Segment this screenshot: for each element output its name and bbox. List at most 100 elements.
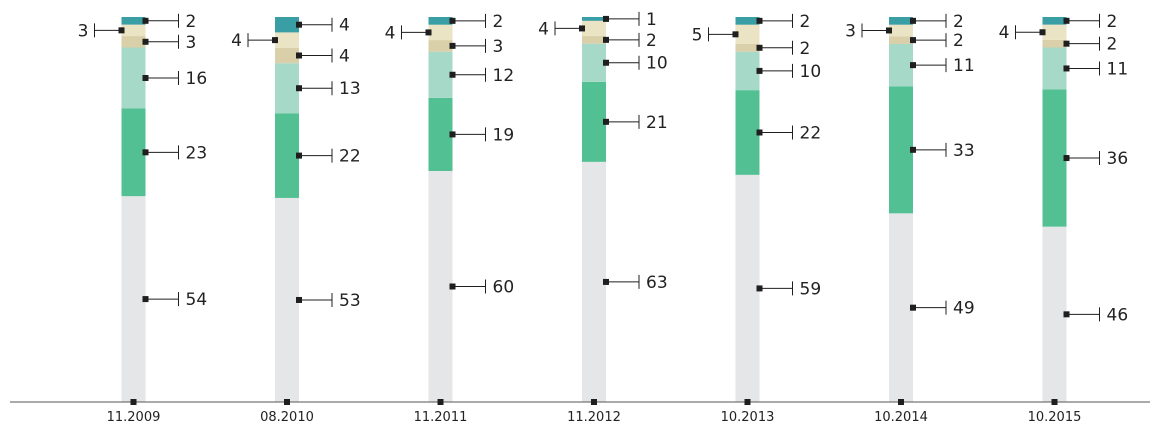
- axis-marker: [898, 399, 904, 405]
- bar-segment: [121, 24, 146, 37]
- bars-layer: [121, 17, 1067, 402]
- bar-segment: [735, 24, 760, 44]
- bar-segment: [735, 51, 760, 91]
- axis-marker: [1051, 399, 1058, 405]
- value-label: 2: [646, 31, 657, 51]
- x-tick-label: 11.2012: [567, 410, 621, 425]
- data-label: 10: [756, 62, 822, 82]
- bar-segment: [275, 32, 299, 48]
- axis-marker: [591, 399, 597, 405]
- data-label: 3: [449, 37, 504, 57]
- value-label: 11: [1107, 59, 1129, 79]
- value-label: 13: [339, 79, 361, 99]
- data-label: 4: [999, 23, 1046, 43]
- bar-segment: [121, 17, 146, 25]
- bar-segment: [582, 161, 606, 402]
- bar-segment: [275, 197, 299, 402]
- bar-segment: [582, 36, 606, 44]
- data-label: 49: [910, 299, 975, 319]
- data-label: 22: [756, 124, 822, 144]
- value-label: 2: [1107, 35, 1118, 55]
- data-label: 4: [385, 23, 432, 43]
- bar-segment: [428, 51, 453, 98]
- value-label: 2: [186, 12, 197, 32]
- data-label: 2: [910, 31, 964, 51]
- data-label: 1: [603, 10, 657, 30]
- value-label: 54: [186, 290, 208, 310]
- value-label: 4: [999, 23, 1010, 43]
- bar-segment: [428, 24, 453, 41]
- value-label: 59: [800, 279, 822, 299]
- bar-segment: [1042, 39, 1067, 48]
- value-label: 23: [186, 143, 208, 163]
- value-label: 36: [1107, 149, 1129, 169]
- data-label: 46: [1063, 305, 1129, 325]
- data-label: 63: [603, 273, 668, 293]
- value-label: 3: [493, 37, 504, 57]
- value-label: 2: [800, 12, 811, 32]
- data-label: 53: [296, 291, 361, 311]
- value-label: 10: [800, 62, 822, 82]
- value-label: 33: [953, 141, 975, 161]
- value-label: 63: [646, 273, 668, 293]
- data-label: 2: [449, 12, 503, 32]
- data-label: 59: [756, 279, 822, 299]
- data-label: 2: [756, 12, 811, 32]
- data-label: 10: [603, 54, 668, 74]
- value-label: 60: [493, 278, 515, 298]
- value-label: 12: [493, 66, 515, 86]
- bar-segment: [275, 63, 299, 114]
- axis-marker: [130, 399, 137, 405]
- data-label: 3: [142, 33, 197, 53]
- data-label: 3: [845, 21, 892, 41]
- x-tick-label: 11.2011: [414, 410, 468, 425]
- bar-segment: [889, 86, 913, 214]
- data-label: 2: [1063, 35, 1118, 55]
- x-tick-label: 10.2014: [874, 410, 928, 425]
- value-label: 3: [186, 33, 197, 53]
- value-label: 4: [339, 47, 350, 67]
- bar-segment: [275, 17, 299, 33]
- axis-marker: [744, 399, 751, 405]
- bar-segment: [275, 47, 299, 64]
- value-label: 3: [78, 21, 89, 41]
- bar-segment: [735, 90, 760, 175]
- data-label: 3: [78, 21, 125, 41]
- bar-segment: [889, 43, 913, 87]
- data-label: 33: [910, 141, 975, 161]
- data-label: 5: [692, 25, 739, 45]
- bar-segment: [582, 43, 606, 82]
- bar-segment: [1042, 89, 1067, 227]
- bar-segment: [428, 97, 453, 171]
- value-label: 22: [800, 124, 822, 144]
- x-tick-label: 10.2013: [721, 410, 775, 425]
- bar-segment: [582, 17, 606, 21]
- data-label: 2: [142, 12, 197, 32]
- bar-segment: [889, 24, 913, 37]
- data-label: 22: [296, 147, 361, 167]
- value-label: 46: [1107, 305, 1129, 325]
- x-tick-label: 08.2010: [260, 410, 314, 425]
- value-label: 4: [385, 23, 396, 43]
- bar-segment: [121, 196, 146, 402]
- bar-segment: [889, 213, 913, 402]
- value-label: 49: [953, 299, 975, 319]
- bar-segment: [1042, 226, 1067, 402]
- value-label: 2: [953, 12, 964, 32]
- axis-marker: [284, 399, 290, 405]
- bar-segment: [1042, 47, 1067, 90]
- value-label: 11: [953, 56, 975, 76]
- data-label: 12: [449, 66, 515, 86]
- data-label: 16: [142, 69, 207, 89]
- bar-segment: [121, 36, 146, 48]
- value-label: 22: [339, 147, 361, 167]
- value-label: 4: [538, 19, 549, 39]
- bar-segment: [275, 113, 299, 198]
- bar-segment: [735, 174, 760, 402]
- bar-segment: [735, 17, 760, 25]
- value-label: 1: [646, 10, 657, 30]
- value-label: 53: [339, 291, 361, 311]
- data-label: 36: [1063, 149, 1129, 169]
